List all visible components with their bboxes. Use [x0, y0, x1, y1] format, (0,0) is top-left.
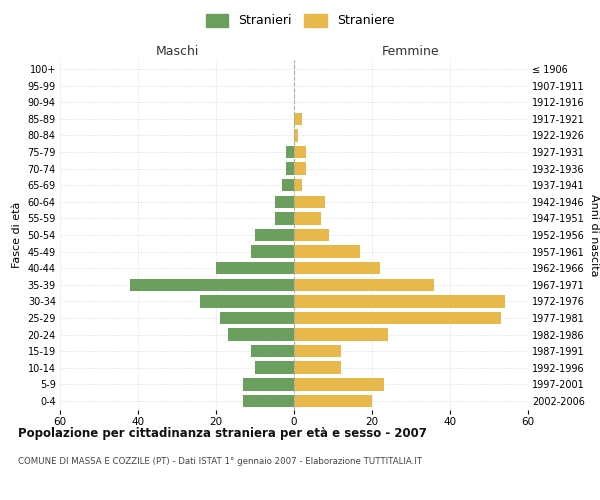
Text: Maschi: Maschi: [155, 44, 199, 58]
Bar: [294, 278, 434, 291]
Y-axis label: Anni di nascita: Anni di nascita: [589, 194, 599, 276]
Bar: [294, 262, 380, 274]
Bar: [275, 196, 294, 208]
Bar: [294, 328, 388, 340]
Bar: [251, 246, 294, 258]
Text: COMUNE DI MASSA E COZZILE (PT) - Dati ISTAT 1° gennaio 2007 - Elaborazione TUTTI: COMUNE DI MASSA E COZZILE (PT) - Dati IS…: [18, 458, 422, 466]
Bar: [244, 378, 294, 390]
Bar: [294, 212, 322, 224]
Bar: [294, 394, 372, 407]
Bar: [251, 345, 294, 358]
Bar: [275, 212, 294, 224]
Bar: [294, 196, 325, 208]
Bar: [294, 179, 302, 192]
Bar: [294, 229, 329, 241]
Bar: [294, 162, 306, 175]
Bar: [294, 345, 341, 358]
Bar: [200, 295, 294, 308]
Bar: [255, 362, 294, 374]
Bar: [255, 229, 294, 241]
Bar: [286, 162, 294, 175]
Bar: [130, 278, 294, 291]
Bar: [294, 112, 302, 125]
Bar: [228, 328, 294, 340]
Text: Femmine: Femmine: [382, 44, 440, 58]
Bar: [286, 146, 294, 158]
Y-axis label: Fasce di età: Fasce di età: [12, 202, 22, 268]
Bar: [283, 179, 294, 192]
Bar: [294, 295, 505, 308]
Bar: [294, 246, 360, 258]
Bar: [220, 312, 294, 324]
Legend: Stranieri, Straniere: Stranieri, Straniere: [201, 8, 399, 32]
Bar: [216, 262, 294, 274]
Bar: [244, 394, 294, 407]
Bar: [294, 362, 341, 374]
Bar: [294, 130, 298, 141]
Bar: [294, 312, 500, 324]
Bar: [294, 146, 306, 158]
Bar: [294, 378, 384, 390]
Text: Popolazione per cittadinanza straniera per età e sesso - 2007: Popolazione per cittadinanza straniera p…: [18, 428, 427, 440]
